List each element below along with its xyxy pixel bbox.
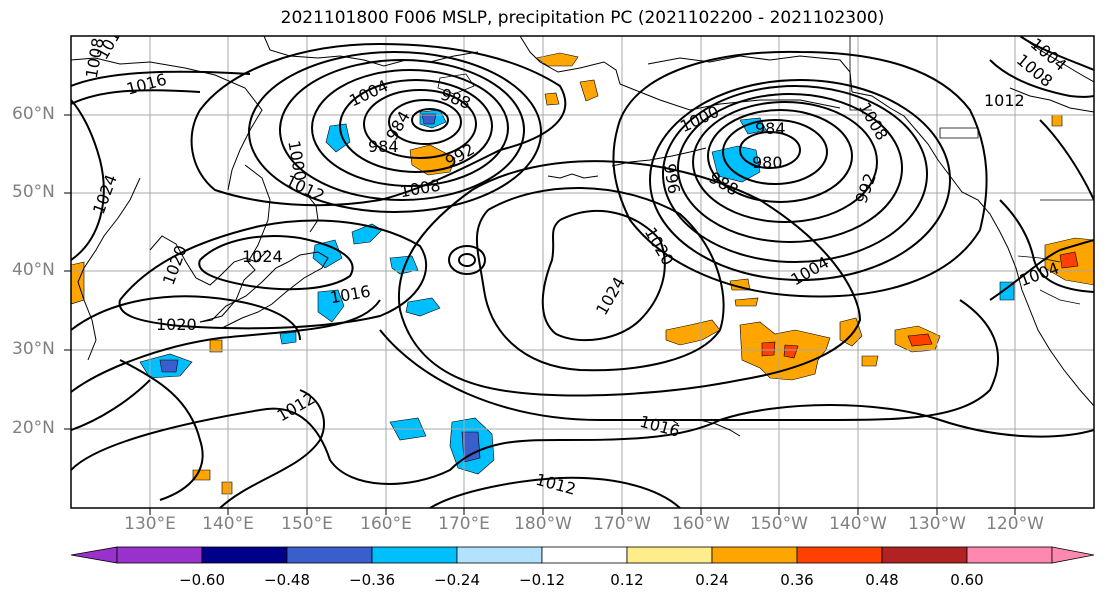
precipitation-shading <box>71 52 1094 495</box>
isobars <box>71 36 1094 508</box>
lat-label: 20°N <box>12 418 55 438</box>
lon-label: 160°E <box>360 514 412 534</box>
colorbar-cell <box>456 546 543 564</box>
map-plot-area: 1008 1012 1016 1004 988 984 992 984 1000… <box>71 36 1094 508</box>
isobar-label: 1012 <box>984 91 1025 110</box>
lon-label: 150°E <box>281 514 333 534</box>
colorbar-cell <box>371 546 458 564</box>
lon-label: 180°W <box>514 514 572 534</box>
lon-label: 170°E <box>438 514 490 534</box>
coastlines <box>71 36 1094 437</box>
colorbar-cell <box>116 546 203 564</box>
colorbar-cell <box>626 546 713 564</box>
colorbar-cell <box>286 546 373 564</box>
lat-label: 50°N <box>12 182 55 202</box>
colorbar-tick-label: 0.60 <box>950 571 984 589</box>
lon-label: 130°W <box>908 514 966 534</box>
lon-label: 140°W <box>829 514 887 534</box>
lon-label: 160°W <box>672 514 730 534</box>
isobar-label: 984 <box>755 119 786 138</box>
colorbar-cell <box>796 546 883 564</box>
colorbar-tick-label: −0.60 <box>179 571 225 589</box>
lon-label: 140°E <box>202 514 254 534</box>
isobar-label: 980 <box>752 153 783 172</box>
colorbar-tick-label: −0.48 <box>264 571 310 589</box>
colorbar-cell <box>881 546 968 564</box>
colorbar-cell <box>70 546 118 564</box>
colorbar-cell <box>1051 546 1095 564</box>
lon-label: 170°W <box>593 514 651 534</box>
isobar-label: 1020 <box>156 315 197 334</box>
colorbar <box>70 546 1095 564</box>
colorbar-tick-label: 0.36 <box>780 571 814 589</box>
lat-label: 40°N <box>12 260 55 280</box>
colorbar-tick-label: −0.24 <box>434 571 480 589</box>
lat-label: 60°N <box>12 104 55 124</box>
lon-label: 150°W <box>750 514 808 534</box>
isobar-label: 984 <box>368 137 399 156</box>
colorbar-cell <box>541 546 628 564</box>
colorbar-cell <box>201 546 288 564</box>
colorbar-cell <box>966 546 1053 564</box>
colorbar-tick-label: 0.48 <box>865 571 899 589</box>
map-frame <box>70 35 1095 509</box>
colorbar-tick-label: −0.12 <box>519 571 565 589</box>
colorbar-tick-label: 0.24 <box>695 571 729 589</box>
axis-ticks <box>64 114 1016 515</box>
lat-label: 30°N <box>12 339 55 359</box>
map-title: 2021101800 F006 MSLP, precipitation PC (… <box>280 8 885 28</box>
isobar-label: 1024 <box>242 247 283 266</box>
lon-label: 120°W <box>986 514 1044 534</box>
colorbar-tick-label: 0.12 <box>610 571 644 589</box>
lon-label: 130°E <box>124 514 176 534</box>
colorbar-tick-label: −0.36 <box>349 571 395 589</box>
colorbar-cell <box>711 546 798 564</box>
